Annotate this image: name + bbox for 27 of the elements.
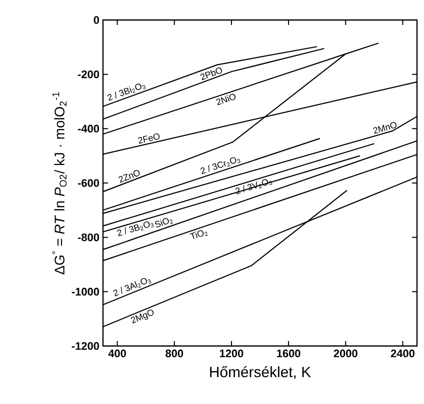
- text: 2MnO: [373, 122, 396, 134]
- y-tick-label: -400: [78, 124, 100, 133]
- y-tick-label: -800: [78, 233, 100, 242]
- text: TiO$_{2}$: [190, 230, 208, 240]
- legend-label: 2 / 3Al$_{2}$O$_{3}$: [113, 278, 152, 296]
- x-tick-label: 800: [166, 350, 184, 358]
- x-tick-label: 1200: [220, 350, 244, 358]
- y-tick-label: 0: [94, 16, 100, 24]
- text: 2 / 3Bi$_{2}$O$_{3}$: [107, 84, 146, 101]
- y-tick-label: -1000: [72, 288, 100, 296]
- x-tick-label: 400: [108, 350, 126, 358]
- text: 2NiO: [216, 94, 236, 106]
- text: ΔG$^{°}$ = RT ln P$_{O2}$/ kJ · molO$_{2}$-1: [52, 92, 67, 274]
- x-axis-title: Hőmérséklet, K: [210, 366, 311, 380]
- text: 2 / 3Cr$_{2}$O$_{3}$: [200, 157, 240, 174]
- text: 2MgO: [130, 310, 154, 324]
- text: SiO$_{2}$: [154, 218, 174, 228]
- x-tick-label: 2400: [390, 350, 414, 358]
- text: 2FeO: [138, 133, 160, 144]
- text: 2PbO: [200, 68, 222, 80]
- text: 2 / 3B$_{2}$O$_{3}$: [117, 221, 154, 236]
- y-tick-label: -600: [78, 179, 100, 187]
- text: 2ZnO: [118, 170, 140, 183]
- x-tick-label: 2000: [334, 350, 358, 358]
- y-tick-label: -1200: [72, 342, 100, 350]
- y-tick-label: -200: [78, 70, 100, 78]
- x-tick-label: 1600: [277, 350, 300, 358]
